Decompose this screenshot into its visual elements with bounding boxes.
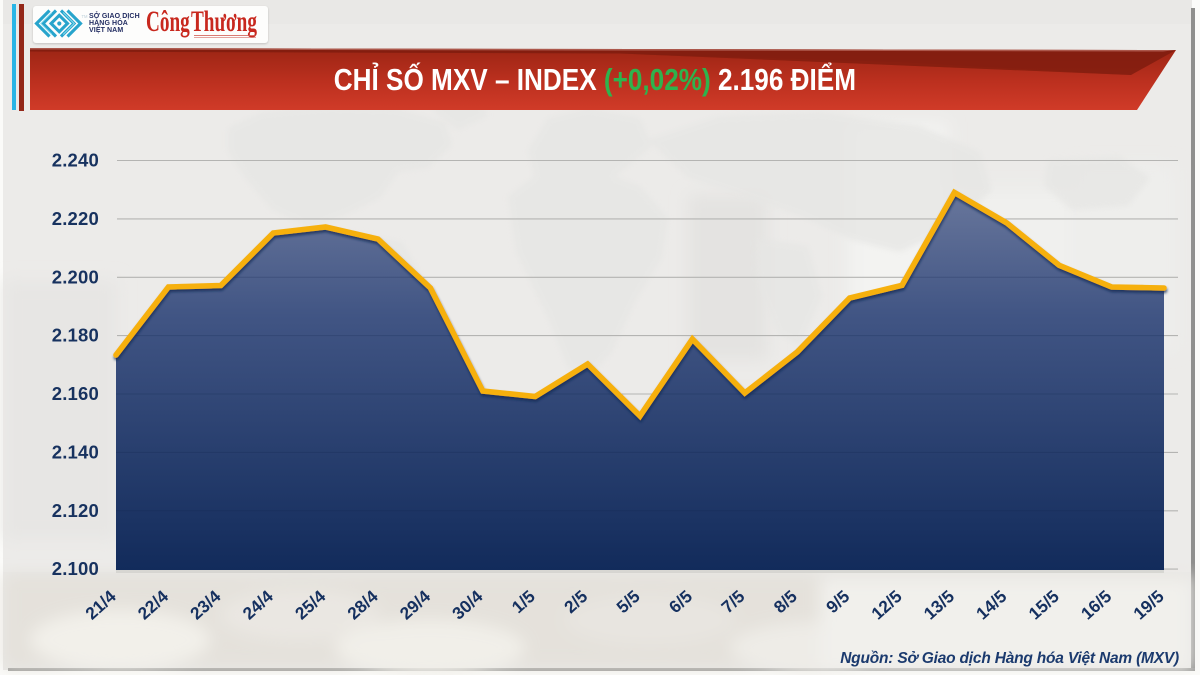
svg-text:9/5: 9/5 bbox=[822, 586, 854, 617]
svg-text:2.220: 2.220 bbox=[52, 208, 99, 229]
svg-text:2.200: 2.200 bbox=[52, 266, 99, 287]
svg-text:30/4: 30/4 bbox=[448, 586, 487, 624]
svg-text:2/5: 2/5 bbox=[560, 586, 592, 617]
svg-text:2.120: 2.120 bbox=[52, 500, 99, 521]
svg-text:2.240: 2.240 bbox=[52, 150, 99, 171]
svg-text:24/4: 24/4 bbox=[238, 586, 277, 624]
svg-text:Nguồn: Sở Giao dịch Hàng hóa V: Nguồn: Sở Giao dịch Hàng hóa Việt Nam (M… bbox=[840, 650, 1179, 667]
svg-text:1/5: 1/5 bbox=[508, 586, 540, 617]
svg-text:5/5: 5/5 bbox=[612, 586, 644, 617]
svg-text:2.160: 2.160 bbox=[52, 383, 99, 404]
svg-text:29/4: 29/4 bbox=[396, 586, 435, 624]
svg-text:13/5: 13/5 bbox=[920, 586, 959, 624]
svg-text:7/5: 7/5 bbox=[717, 586, 749, 617]
svg-text:28/4: 28/4 bbox=[343, 586, 382, 624]
svg-text:23/4: 23/4 bbox=[186, 586, 225, 624]
svg-text:6/5: 6/5 bbox=[665, 586, 697, 617]
svg-text:TM: TM bbox=[82, 14, 89, 19]
svg-text:25/4: 25/4 bbox=[291, 586, 330, 624]
svg-text:15/5: 15/5 bbox=[1024, 586, 1063, 624]
svg-text:2.140: 2.140 bbox=[52, 441, 99, 462]
svg-text:2.180: 2.180 bbox=[52, 325, 99, 346]
svg-text:21/4: 21/4 bbox=[81, 586, 120, 624]
svg-text:19/5: 19/5 bbox=[1129, 586, 1168, 624]
svg-text:16/5: 16/5 bbox=[1077, 586, 1116, 624]
svg-text:22/4: 22/4 bbox=[134, 586, 173, 624]
svg-text:14/5: 14/5 bbox=[972, 586, 1011, 624]
svg-text:12/5: 12/5 bbox=[867, 586, 906, 624]
svg-text:8/5: 8/5 bbox=[770, 586, 802, 617]
svg-text:2.100: 2.100 bbox=[52, 558, 99, 579]
